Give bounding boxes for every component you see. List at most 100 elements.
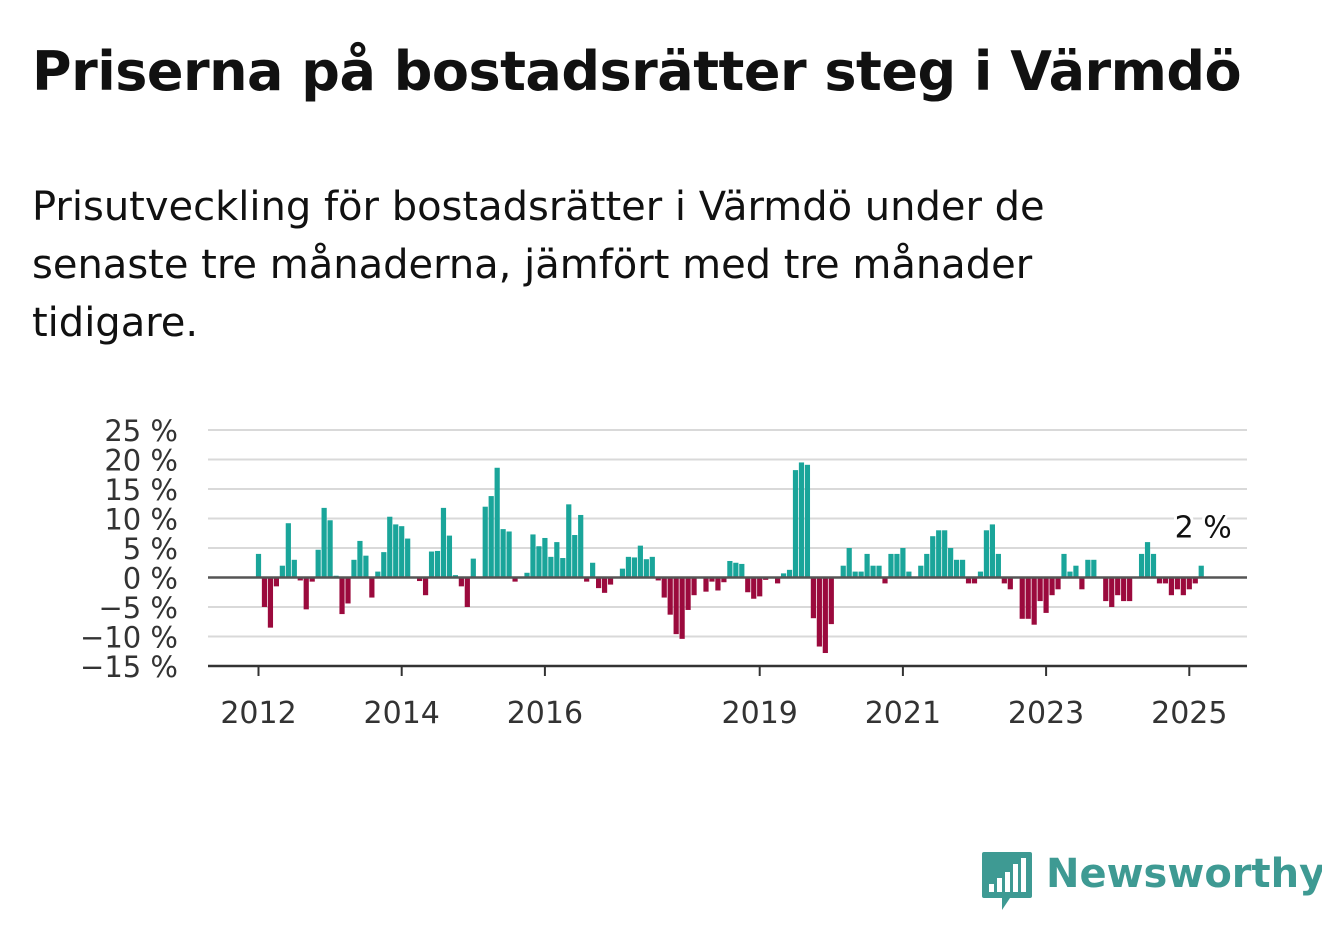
y-tick-label: 5 % [123,532,178,566]
grid-lines [208,429,1247,638]
bar [876,565,882,578]
bar [1061,553,1067,578]
bar [572,535,578,578]
bar [619,568,626,578]
bar [399,526,405,578]
bar [1079,577,1085,590]
bar [1043,577,1049,613]
bar [1174,577,1180,590]
bar [846,548,852,578]
bar [810,577,816,619]
bar [864,553,870,578]
bar [1144,542,1151,578]
bar [888,553,894,578]
bar [512,577,518,582]
bar [1103,577,1109,602]
bar [1180,577,1186,596]
bar [536,546,542,578]
bar [1121,577,1127,602]
bar [1109,577,1115,607]
bar [1007,577,1013,590]
bar [381,552,387,578]
bar [261,577,268,607]
bar [273,577,279,587]
y-tick-label: 20 % [104,444,178,478]
bar [482,506,488,578]
bar [977,571,984,578]
bar [661,577,667,598]
bar [1150,553,1157,578]
bar [828,577,834,625]
bar [786,569,793,578]
bar [816,577,822,647]
bar [954,559,960,578]
bar [1031,577,1037,625]
bar [315,549,321,578]
axes [208,576,1247,676]
y-tick-label: 15 % [104,473,178,507]
y-tick-label: −10 % [80,621,178,655]
bar [775,577,781,584]
bar [309,577,315,582]
bar [691,577,697,596]
bar [321,507,327,578]
bar [757,577,763,597]
bar [1019,577,1025,619]
x-tick-label: 2025 [1151,696,1227,731]
bar [1162,577,1169,584]
bar [1127,577,1133,602]
bar [679,577,685,639]
x-tick-label: 2023 [1008,696,1084,731]
bar [942,530,948,578]
bar [930,536,936,578]
bar [673,577,679,635]
bar-chart-speech-bubble-icon [982,852,1032,910]
bar [566,504,572,578]
bar [393,524,399,578]
chart-subtitle: Prisutveckling för bostadsrätter i Värmd… [32,184,1045,346]
bar [590,562,596,578]
bar [822,577,828,654]
bar [422,577,429,596]
bar [858,571,864,578]
bar [1037,577,1043,602]
bar [1115,577,1121,596]
bar [948,548,954,578]
bar [434,550,441,578]
bar [607,577,614,585]
bar [291,559,297,578]
bar [584,577,590,582]
bar [936,530,942,578]
bar [351,559,357,578]
bar [1198,565,1204,578]
bar [798,462,805,578]
bar [1055,577,1061,590]
bar [643,559,649,578]
bar [1025,577,1031,619]
bar [327,520,333,578]
bar [1192,577,1198,584]
bar [733,562,739,578]
bar [709,577,715,582]
bar [596,577,602,589]
bar [703,577,709,592]
bar [631,557,637,578]
bar [488,496,494,578]
bar [637,545,643,578]
bar [405,538,411,578]
bar [1168,577,1174,596]
bar [792,470,799,578]
bar [1067,571,1073,578]
bar [667,577,673,615]
bar [500,529,506,578]
x-tick-label: 2012 [220,696,296,731]
brand-logo: Newsworthy [980,846,1322,910]
bar [1156,577,1163,584]
bar [548,556,554,578]
bar [506,531,512,578]
bar [715,577,721,591]
bar [924,553,930,578]
bar [995,553,1001,578]
bar [721,577,727,583]
bar [339,577,345,615]
